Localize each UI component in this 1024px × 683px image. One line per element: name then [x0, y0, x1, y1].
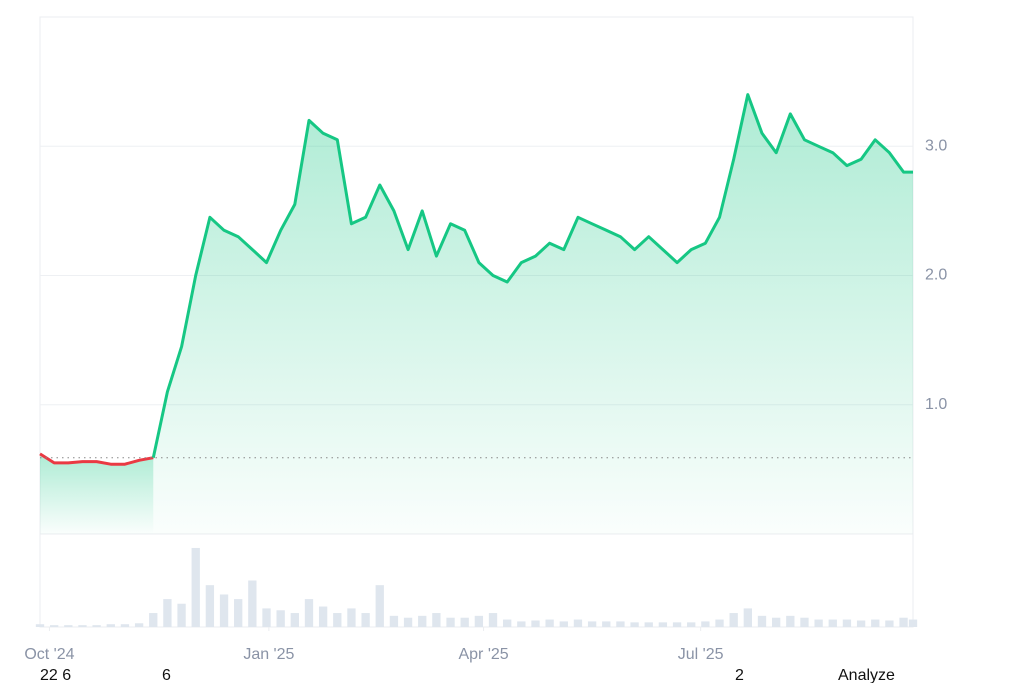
volume-bar: [361, 613, 370, 627]
volume-bar: [290, 613, 299, 627]
volume-bar: [347, 608, 356, 627]
volume-bar: [460, 617, 469, 627]
footer-text: 2: [735, 667, 744, 683]
volume-bar: [856, 620, 866, 627]
volume-bar: [318, 606, 328, 627]
volume-bar: [503, 619, 512, 627]
volume-bar: [616, 621, 625, 627]
volume-bar: [418, 615, 427, 627]
footer-text: Analyze: [838, 667, 895, 683]
volume-bar: [800, 617, 809, 627]
volume-bar: [786, 615, 795, 627]
volume-bar: [403, 617, 413, 627]
volume-bar: [149, 613, 158, 627]
volume-bar: [92, 625, 101, 627]
volume-bar: [602, 621, 611, 627]
volume-bar: [658, 622, 668, 627]
x-tick-label: Jan '25: [243, 646, 294, 663]
volume-bar: [432, 613, 441, 627]
y-tick-label: 2.0: [925, 267, 947, 284]
footer-text: 6: [162, 667, 171, 683]
volume-bar: [842, 619, 852, 627]
volume-bar: [191, 547, 200, 627]
volume-bar: [545, 619, 554, 627]
volume-bar: [899, 617, 908, 627]
volume-bar: [205, 585, 215, 627]
volume-bar: [219, 594, 229, 627]
volume-bar: [304, 599, 314, 627]
volume-bar: [389, 615, 399, 627]
volume-bar: [488, 613, 498, 627]
footer-text: 22 6: [40, 667, 71, 683]
area: [40, 453, 154, 534]
x-tick-label: Oct '24: [24, 646, 74, 663]
volume-bar: [573, 619, 583, 627]
volume-bar: [64, 625, 73, 627]
volume-bar: [177, 603, 186, 627]
volume-bar: [885, 620, 894, 627]
area: [153, 94, 914, 534]
volume-bar: [234, 599, 243, 627]
volume-bar: [701, 621, 710, 627]
y-tick-label: 1.0: [925, 396, 947, 413]
volume-bar: [333, 613, 342, 627]
volume-bar: [517, 621, 526, 627]
volume-bar: [672, 622, 682, 627]
volume-bar: [908, 619, 918, 627]
volume-bar: [729, 613, 738, 627]
volume-bar: [531, 620, 540, 627]
volume-bar: [35, 624, 45, 627]
volume-bar: [276, 610, 285, 627]
volume-bar: [375, 585, 384, 627]
volume-bar: [134, 623, 144, 627]
volume-bar: [120, 624, 130, 627]
volume-bar: [757, 615, 767, 627]
volume-bar: [814, 619, 823, 627]
volume-bar: [559, 621, 568, 627]
volume-bar: [687, 622, 696, 627]
x-tick-label: Apr '25: [458, 646, 508, 663]
volume-bar: [828, 619, 837, 627]
volume-bar: [446, 617, 455, 627]
volume-bar: [248, 580, 257, 627]
y-tick-label: 3.0: [925, 137, 947, 154]
volume-bar: [644, 622, 653, 627]
volume-bar: [262, 608, 271, 627]
volume-bar: [715, 619, 724, 627]
volume-bar: [630, 622, 639, 627]
x-tick-label: Jul '25: [678, 646, 724, 663]
price-line: [151, 93, 913, 459]
volume-bar: [587, 621, 597, 627]
volume-bar: [474, 615, 484, 627]
price-line: [39, 452, 154, 466]
volume-bar: [163, 599, 172, 627]
volume-bar: [106, 624, 115, 627]
volume-bar: [771, 617, 781, 627]
volume-bar: [49, 625, 59, 627]
volume-bar: [871, 619, 880, 627]
volume-bar: [743, 608, 752, 627]
volume-bar: [78, 625, 87, 627]
